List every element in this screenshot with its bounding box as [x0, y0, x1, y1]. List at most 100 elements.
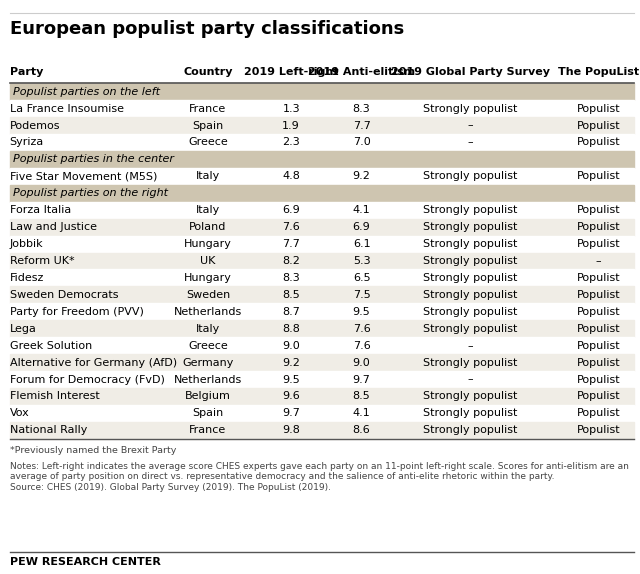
Text: Strongly populist: Strongly populist: [423, 239, 518, 249]
Text: 7.6: 7.6: [282, 222, 300, 232]
Text: 8.7: 8.7: [282, 307, 300, 317]
Text: Notes: Left-right indicates the average score CHES experts gave each party on an: Notes: Left-right indicates the average …: [10, 461, 628, 491]
Text: 9.7: 9.7: [282, 409, 300, 418]
Text: 4.1: 4.1: [353, 409, 371, 418]
Text: Party: Party: [10, 67, 43, 77]
Text: Populist: Populist: [577, 205, 620, 215]
Text: The PopuList: The PopuList: [558, 67, 639, 77]
Text: Spain: Spain: [193, 121, 223, 130]
Text: 6.1: 6.1: [353, 239, 371, 249]
Text: 8.6: 8.6: [353, 425, 371, 435]
Text: 6.5: 6.5: [353, 273, 371, 283]
Text: Italy: Italy: [196, 172, 220, 181]
Text: –: –: [468, 341, 473, 351]
Text: Belgium: Belgium: [185, 391, 231, 401]
Text: –: –: [468, 375, 473, 385]
Text: Law and Justice: Law and Justice: [10, 222, 97, 232]
Text: Populist: Populist: [577, 273, 620, 283]
Text: 9.2: 9.2: [353, 172, 371, 181]
Bar: [10, 168, 634, 185]
Text: Strongly populist: Strongly populist: [423, 172, 518, 181]
Bar: [10, 405, 634, 422]
Text: Populist parties on the left: Populist parties on the left: [13, 87, 160, 96]
Bar: [10, 371, 634, 388]
Text: 8.3: 8.3: [353, 104, 371, 114]
Text: Forza Italia: Forza Italia: [10, 205, 71, 215]
Text: Country: Country: [183, 67, 233, 77]
Text: Populist: Populist: [577, 425, 620, 435]
Text: Strongly populist: Strongly populist: [423, 391, 518, 401]
Text: Populist: Populist: [577, 358, 620, 367]
Text: Spain: Spain: [193, 409, 223, 418]
Bar: [10, 134, 634, 151]
Text: La France Insoumise: La France Insoumise: [10, 104, 124, 114]
Text: Poland: Poland: [189, 222, 227, 232]
Text: Populist: Populist: [577, 138, 620, 148]
Text: Strongly populist: Strongly populist: [423, 290, 518, 300]
Text: UK: UK: [200, 256, 216, 266]
Text: 4.8: 4.8: [282, 172, 300, 181]
Text: 1.3: 1.3: [282, 104, 300, 114]
Text: 9.5: 9.5: [282, 375, 300, 385]
Text: Forum for Democracy (FvD): Forum for Democracy (FvD): [10, 375, 164, 385]
Text: 1.9: 1.9: [282, 121, 300, 130]
Text: 8.5: 8.5: [353, 391, 371, 401]
Text: Flemish Interest: Flemish Interest: [10, 391, 99, 401]
Text: 2.3: 2.3: [282, 138, 300, 148]
Text: Strongly populist: Strongly populist: [423, 358, 518, 367]
Text: 9.8: 9.8: [282, 425, 300, 435]
Bar: [10, 253, 634, 269]
Text: Populist: Populist: [577, 104, 620, 114]
Text: Fidesz: Fidesz: [10, 273, 44, 283]
Bar: [10, 83, 634, 100]
Text: Greece: Greece: [188, 341, 228, 351]
Text: 2019 Global Party Survey: 2019 Global Party Survey: [391, 67, 550, 77]
Text: Strongly populist: Strongly populist: [423, 256, 518, 266]
Text: Netherlands: Netherlands: [174, 375, 242, 385]
Bar: [10, 337, 634, 354]
Text: 7.6: 7.6: [353, 341, 371, 351]
Text: Sweden: Sweden: [186, 290, 230, 300]
Text: Populist: Populist: [577, 409, 620, 418]
Bar: [10, 219, 634, 235]
Text: Reform UK*: Reform UK*: [10, 256, 74, 266]
Bar: [10, 422, 634, 439]
Text: Strongly populist: Strongly populist: [423, 205, 518, 215]
Text: Hungary: Hungary: [184, 273, 232, 283]
Bar: [10, 388, 634, 405]
Text: France: France: [189, 425, 227, 435]
Text: Strongly populist: Strongly populist: [423, 104, 518, 114]
Text: –: –: [468, 138, 473, 148]
Text: 2019 Left-right: 2019 Left-right: [244, 67, 339, 77]
Text: Syriza: Syriza: [10, 138, 44, 148]
Bar: [10, 269, 634, 286]
Bar: [10, 303, 634, 320]
Bar: [10, 151, 634, 168]
Text: Populist: Populist: [577, 222, 620, 232]
Text: Italy: Italy: [196, 324, 220, 333]
Text: National Rally: National Rally: [10, 425, 87, 435]
Text: 9.6: 9.6: [282, 391, 300, 401]
Text: 9.2: 9.2: [282, 358, 300, 367]
Text: 7.6: 7.6: [353, 324, 371, 333]
Text: Netherlands: Netherlands: [174, 307, 242, 317]
Bar: [10, 201, 634, 219]
Text: 6.9: 6.9: [282, 205, 300, 215]
Text: Strongly populist: Strongly populist: [423, 425, 518, 435]
Text: Populist: Populist: [577, 290, 620, 300]
Bar: [10, 185, 634, 201]
Text: 9.0: 9.0: [353, 358, 371, 367]
Text: Populist: Populist: [577, 121, 620, 130]
Text: 5.3: 5.3: [353, 256, 371, 266]
Text: 9.5: 9.5: [353, 307, 371, 317]
Text: Populist: Populist: [577, 341, 620, 351]
Text: Populist: Populist: [577, 172, 620, 181]
Text: Jobbik: Jobbik: [10, 239, 44, 249]
Text: Hungary: Hungary: [184, 239, 232, 249]
Text: 2019 Anti-elitism: 2019 Anti-elitism: [308, 67, 415, 77]
Bar: [10, 354, 634, 371]
Text: 8.5: 8.5: [282, 290, 300, 300]
Text: 8.3: 8.3: [282, 273, 300, 283]
Text: Party for Freedom (PVV): Party for Freedom (PVV): [10, 307, 143, 317]
Text: 4.1: 4.1: [353, 205, 371, 215]
